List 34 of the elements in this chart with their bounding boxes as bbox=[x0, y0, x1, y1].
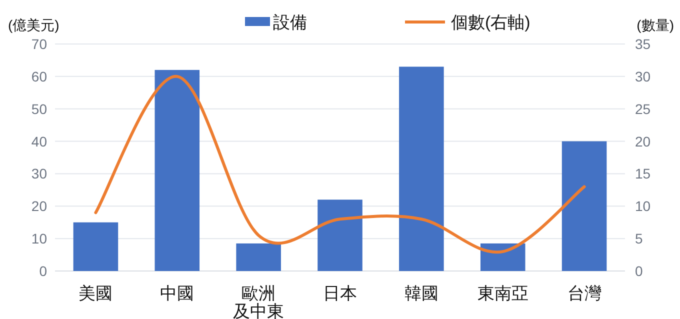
x-tick-label: 韓國 bbox=[404, 284, 438, 303]
y-tick-label: 10 bbox=[31, 230, 48, 247]
bar bbox=[562, 141, 607, 271]
x-tick-label: 歐洲及中東 bbox=[233, 284, 284, 319]
x-tick-label: 日本 bbox=[323, 284, 357, 303]
y2-tick-label: 30 bbox=[635, 68, 651, 84]
x-tick-label: 台灣 bbox=[567, 284, 602, 303]
bar bbox=[236, 243, 281, 271]
y-axis-title: (億美元) bbox=[8, 17, 60, 33]
x-tick-label: 東南亞 bbox=[477, 284, 528, 303]
bar bbox=[399, 66, 444, 271]
y2-tick-label: 10 bbox=[635, 198, 651, 214]
line-series bbox=[94, 74, 586, 254]
y-tick-label: 40 bbox=[31, 133, 48, 150]
legend-label: 個數(右軸) bbox=[451, 13, 530, 32]
y-tick-label: 50 bbox=[31, 100, 48, 117]
x-tick-label: 中國 bbox=[160, 284, 194, 303]
y2-tick-label: 5 bbox=[635, 230, 643, 247]
bar bbox=[318, 200, 362, 271]
y-tick-label: 0 bbox=[39, 263, 48, 279]
y2-axis-title: (數量) bbox=[636, 17, 674, 33]
y2-tick-label: 35 bbox=[635, 36, 651, 52]
y2-tick-label: 20 bbox=[635, 133, 651, 150]
y2-tick-label: 0 bbox=[635, 263, 643, 279]
bar bbox=[73, 222, 118, 271]
y-tick-label: 20 bbox=[31, 198, 48, 214]
y2-tick-label: 25 bbox=[635, 100, 651, 117]
legend-label: 設備 bbox=[273, 13, 307, 32]
y-tick-label: 30 bbox=[31, 166, 48, 182]
y-tick-label: 70 bbox=[31, 36, 48, 52]
bar bbox=[154, 70, 200, 271]
x-tick-label: 美國 bbox=[78, 284, 113, 303]
y-tick-label: 60 bbox=[31, 68, 48, 84]
y2-tick-label: 15 bbox=[635, 166, 651, 182]
